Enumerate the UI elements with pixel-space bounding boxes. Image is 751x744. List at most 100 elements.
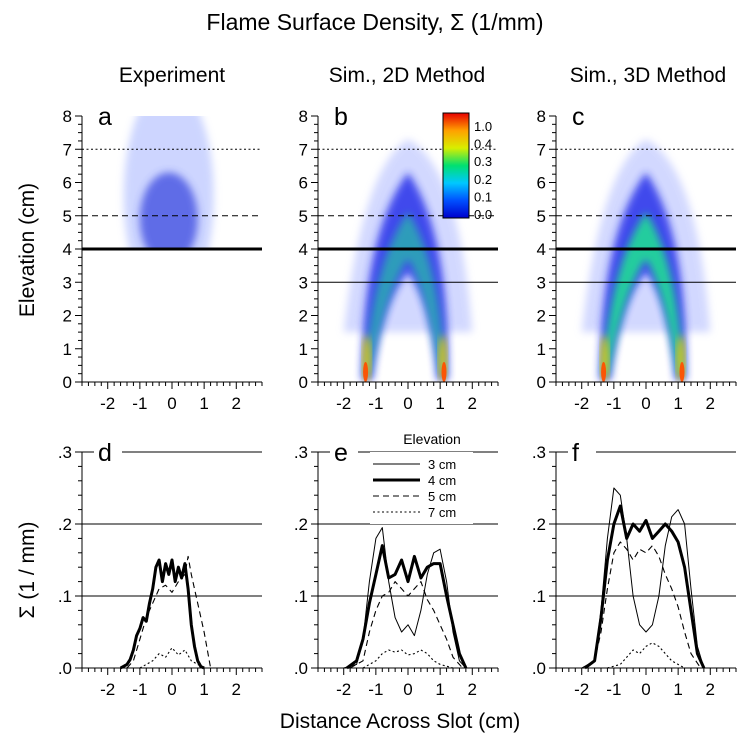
series-3-cm	[343, 527, 467, 669]
y-tick-label: 3	[299, 273, 308, 292]
legend-label: 5 cm	[428, 489, 456, 504]
y-tick-label: 6	[63, 174, 72, 193]
y-tick-label: 7	[299, 140, 308, 159]
series-7-cm	[362, 649, 454, 669]
y-tick-label: .2	[532, 515, 546, 534]
panel-letter: a	[98, 103, 112, 131]
y-tick-label: .0	[294, 659, 308, 678]
panel-letter: d	[98, 439, 112, 467]
panel-d: .0 .1 .2 .3 -2 -1 0 1 2 d	[58, 438, 263, 699]
y-tick-label: .3	[294, 443, 308, 462]
x-tick-label: -2	[574, 394, 589, 413]
legend-label: 3 cm	[428, 457, 456, 472]
panel-c: 0 1 2 3 4 5 6 7 8 -2 -1 0 1 2 c	[537, 103, 737, 413]
flame-body	[361, 172, 449, 381]
x-tick-label: 1	[673, 394, 682, 413]
colorbar-tick-label: 0.3	[474, 154, 492, 169]
y-tick-label: 5	[299, 207, 308, 226]
y-tick-label: .1	[294, 587, 308, 606]
x-tick-label: -2	[100, 394, 115, 413]
y-tick-label: .2	[294, 515, 308, 534]
column-title-sim-3d: Sim., 3D Method	[570, 64, 726, 87]
flame-root-core	[601, 362, 607, 382]
y-tick-label: 0	[63, 373, 72, 392]
x-tick-label: -2	[336, 394, 351, 413]
panel-b: 0 1 2 3 4 5 6 7 8 -2 -1 0 1 2 b	[299, 103, 499, 413]
panel-letter: f	[572, 439, 579, 467]
x-axis-label: Distance Across Slot (cm)	[280, 710, 520, 733]
y-tick-label: 4	[537, 240, 546, 259]
series-7-cm	[607, 642, 685, 669]
panels-group: 0 1 2 3 4 5 6 7 8 -2 -1 0 1 2 a 0 1 2 3 4 5 6 7 8 -2 -1 0 1 2 b 0 1 2 3 4 5…	[58, 103, 737, 699]
x-tick-label: 2	[232, 680, 241, 699]
x-tick-label: -2	[574, 680, 589, 699]
legend-title: Elevation	[403, 431, 461, 447]
series-group	[581, 487, 706, 670]
y-tick-label: 1	[63, 340, 72, 359]
series-5-cm	[584, 541, 702, 669]
x-tick-label: 1	[435, 680, 444, 699]
colorbar: 1.0 0.4 0.3 0.2 0.1 0.0	[442, 112, 492, 222]
y-tick-label: 3	[63, 273, 72, 292]
series-5-cm	[349, 581, 464, 669]
series-3-cm	[581, 487, 705, 669]
x-tick-label: 2	[232, 394, 241, 413]
colorbar-tick-label: 0.0	[474, 207, 492, 222]
y-tick-label: 5	[537, 207, 546, 226]
series-4-cm	[119, 558, 205, 670]
legend: Elevation 3 cm4 cm5 cm7 cm	[370, 431, 473, 524]
x-tick-label: -1	[368, 680, 383, 699]
panel-f: .0 .1 .2 .3 -2 -1 0 1 2 f	[532, 438, 737, 699]
y-tick-label: 2	[63, 307, 72, 326]
panel-letter-bg	[330, 438, 358, 466]
series-4-cm	[584, 504, 706, 670]
x-tick-label: 2	[468, 394, 477, 413]
y-tick-label: 2	[537, 307, 546, 326]
legend-label: 7 cm	[428, 505, 456, 520]
panel-e: .0 .1 .2 .3 -2 -1 0 1 2 e	[294, 438, 499, 699]
y-tick-label: 6	[537, 174, 546, 193]
flame-root-core	[679, 362, 685, 382]
y-tick-label: .0	[532, 659, 546, 678]
y-tick-label: 7	[63, 140, 72, 159]
x-tick-label: 0	[403, 680, 412, 699]
x-tick-label: 2	[468, 680, 477, 699]
flame-band	[602, 212, 683, 376]
y-tick-label: 8	[537, 107, 546, 126]
x-tick-label: 0	[167, 394, 176, 413]
y-tick-label: 8	[63, 107, 72, 126]
y-tick-label: 1	[537, 340, 546, 359]
x-tick-label: 2	[706, 680, 715, 699]
y-tick-label: .1	[58, 587, 72, 606]
panel-letter: b	[334, 103, 348, 131]
legend-box	[370, 452, 473, 524]
y-tick-label: 4	[63, 240, 72, 259]
x-tick-label: 1	[673, 680, 682, 699]
panel-letter: c	[572, 103, 585, 131]
panel-letter-bg	[568, 438, 596, 466]
series-4-cm	[346, 544, 468, 670]
panel-a: 0 1 2 3 4 5 6 7 8 -2 -1 0 1 2 a	[63, 103, 263, 413]
y-axis-label-elevation: Elevation (cm)	[16, 183, 39, 317]
heatmap-a	[123, 116, 214, 249]
column-title-experiment: Experiment	[119, 64, 225, 87]
y-tick-label: .2	[58, 515, 72, 534]
y-tick-label: 0	[537, 373, 546, 392]
y-tick-label: 2	[299, 307, 308, 326]
x-tick-label: -1	[606, 394, 621, 413]
y-tick-label: .3	[532, 443, 546, 462]
series-5-cm	[126, 555, 212, 669]
y-tick-label: 6	[299, 174, 308, 193]
flame-body	[599, 172, 687, 381]
x-tick-label: 0	[641, 394, 650, 413]
colorbar-gradient	[442, 112, 470, 219]
series-group	[343, 527, 468, 670]
heatmap-b	[343, 139, 473, 382]
x-tick-label: 1	[199, 394, 208, 413]
y-tick-label: .3	[58, 443, 72, 462]
y-tick-label: 3	[537, 273, 546, 292]
flame-core	[139, 172, 198, 249]
x-tick-label: -2	[336, 680, 351, 699]
flame-root-core	[441, 362, 447, 382]
y-tick-label: 1	[299, 340, 308, 359]
